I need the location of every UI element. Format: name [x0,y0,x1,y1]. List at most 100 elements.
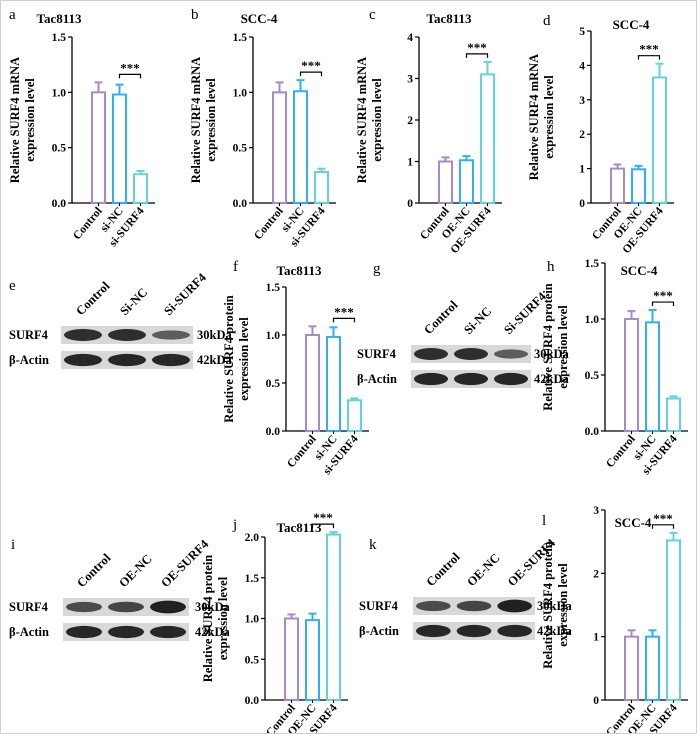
bar-control [272,91,287,204]
bar-control [610,167,625,205]
significance-bracket [311,523,335,529]
panel-letter-c: c [369,7,376,23]
y-tick-label: 1 [407,157,413,169]
y-tick-label: 2 [407,115,413,127]
chart-title: Tac8113 [36,11,82,26]
y-axis-label: expression level [237,317,251,401]
significance-label: *** [653,288,673,303]
y-tick-label: 0.5 [585,370,600,382]
y-tick-label: 3 [407,74,413,86]
protein-band [150,600,186,614]
significance-bracket [118,73,142,79]
x-tick-label: Control [252,205,286,242]
bar-oe-nc [459,159,474,205]
panel-letter-g: g [373,261,381,277]
significance-label: *** [467,40,487,55]
significance-label: *** [120,60,140,75]
protein-band [150,625,186,639]
bar-si-nc [112,93,127,204]
bar-si-surf4 [133,173,148,205]
y-tick-label: 0 [593,695,599,707]
protein-band [66,625,102,639]
y-tick-label: 1.5 [233,32,248,44]
bar-oe-nc [645,635,660,702]
lane-label: Control [73,279,113,319]
y-axis-label: Relative SURF4 protein [222,295,236,423]
y-tick-label: 5 [579,26,585,38]
bar-control [624,318,639,432]
bar-oe-surf4 [326,533,341,701]
chart-panel-j: j Tac8113 Relative SURF4 protein expression… [201,510,348,733]
protein-band [66,601,102,613]
significance-bracket [651,301,675,307]
protein-name: SURF4 [9,328,49,342]
bar-si-surf4 [666,397,681,432]
significance-label: *** [653,511,673,526]
y-tick-label: 1.5 [266,282,281,294]
bar-oe-nc [305,619,320,702]
lane-label: OE-NC [464,551,502,589]
protein-band [414,372,448,386]
panel-letter-a: a [9,7,16,23]
y-axis-label: expression level [23,78,37,162]
y-axis-label: expression level [556,563,570,647]
protein-name: β-Actin [357,372,397,386]
lane-label: Control [424,550,464,590]
significance-bracket [637,55,661,60]
y-tick-label: 1.0 [585,314,600,326]
panel-letter-f: f [233,259,238,275]
protein-band [108,353,146,367]
chart-panel-h: h SCC-4 Relative SURF4 protein expression l… [541,258,688,477]
significance-label: *** [313,510,333,525]
y-tick-label: 0.0 [233,198,248,210]
protein-name: β-Actin [9,625,49,639]
bar-oe-surf4 [480,73,495,204]
y-tick-label: 0.0 [585,426,600,438]
bar-si-nc [645,321,660,432]
y-tick-label: 4 [407,32,413,44]
panel-letter-k: k [369,537,377,553]
protein-name: SURF4 [359,599,399,613]
y-tick-label: 0.0 [245,695,260,707]
protein-band [456,624,492,638]
protein-band [456,600,492,612]
lane-label: Si-SURF4 [161,270,209,318]
y-axis-label: Relative SURF4 protein [541,283,555,411]
significance-bracket [299,71,323,77]
y-tick-label: 0 [579,198,585,210]
molecular-weight: 30kDa [534,347,569,361]
protein-band [416,600,451,612]
y-tick-label: 0.5 [52,143,67,155]
y-axis-label: Relative SURF4 protein [541,541,555,669]
protein-name: β-Actin [359,624,399,638]
y-tick-label: 1 [593,632,599,644]
y-tick-label: 2 [593,568,599,580]
protein-band [416,624,451,638]
y-axis-label: expression level [370,78,384,162]
y-axis-label: expression level [216,576,230,660]
protein-band [454,372,488,386]
y-axis-label: Relative SURF4 mRNA [8,57,22,183]
bar-si-nc [326,335,341,433]
x-tick-label: Control [71,205,105,242]
bar-control [284,617,299,701]
bar-control [624,635,639,702]
protein-band [108,625,144,639]
y-axis-label: Relative SURF4 mRNA [189,57,203,183]
protein-band [497,624,532,638]
protein-band [108,601,144,613]
y-axis-label: Relative SURF4 protein [201,555,215,683]
molecular-weight: 42kDa [195,625,230,639]
y-axis-label: expression level [542,75,556,159]
chart-panel-b: b SCC-4 Relative SURF4 mRNA expression leve… [189,7,336,249]
chart-panel-f: f Tac8113 Relative SURF4 protein expression… [222,259,369,477]
chart-panel-c: c Tac8113 Relative SURF4 mRNA expression le… [355,7,502,256]
x-tick-label: Control [285,433,319,470]
bar-oe-surf4 [666,539,681,702]
chart-title: Tac8113 [426,11,472,26]
panel-letter-b: b [191,7,199,23]
y-tick-label: 0.5 [266,378,281,390]
significance-bracket [332,317,356,323]
